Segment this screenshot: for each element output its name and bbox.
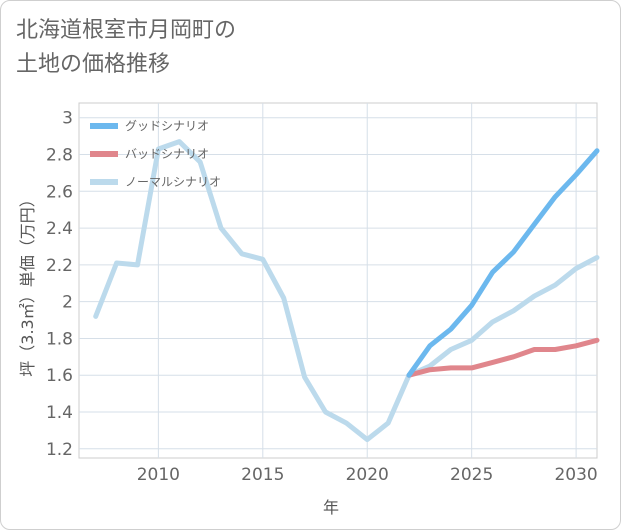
y-tick-label: 2.4 <box>46 219 73 239</box>
y-tick-label: 1.4 <box>46 403 73 423</box>
series-line-0 <box>406 148 600 378</box>
y-tick-label: 3 <box>62 109 73 129</box>
legend-label: グッドシナリオ <box>125 119 209 133</box>
y-tick-label: 1.8 <box>46 329 73 349</box>
series-line-2 <box>93 139 600 443</box>
y-axis-ticks: 1.2 1.4 1.6 1.8 2 2.2 2.4 2.6 2.8 3 <box>46 109 73 460</box>
x-tick-label: 2010 <box>137 465 180 485</box>
series-line-1 <box>406 337 600 378</box>
y-tick-label: 1.2 <box>46 440 73 460</box>
horizontal-gridlines <box>79 117 597 450</box>
legend-label: バッドシナリオ <box>125 147 209 161</box>
y-axis-label: 坪（3.3㎡）単価（万円） <box>18 191 37 376</box>
y-tick-label: 1.6 <box>46 366 73 386</box>
y-tick-label: 2.6 <box>46 182 73 202</box>
x-tick-label: 2020 <box>346 465 389 485</box>
legend-label: ノーマルシナリオ <box>125 175 221 189</box>
y-tick-label: 2 <box>62 293 73 313</box>
x-tick-label: 2015 <box>241 465 284 485</box>
chart-title: 北海道根室市月岡町の 土地の価格推移 <box>16 18 237 77</box>
y-tick-label: 2.8 <box>46 146 73 166</box>
x-axis-ticks: 2010 2015 2020 2025 2030 <box>137 465 598 485</box>
y-tick-label: 2.2 <box>46 256 73 276</box>
plot-area <box>78 102 598 459</box>
x-tick-label: 2025 <box>450 465 493 485</box>
series-lines <box>93 139 600 443</box>
x-tick-label: 2030 <box>554 465 597 485</box>
x-axis-label: 年 <box>323 498 339 517</box>
